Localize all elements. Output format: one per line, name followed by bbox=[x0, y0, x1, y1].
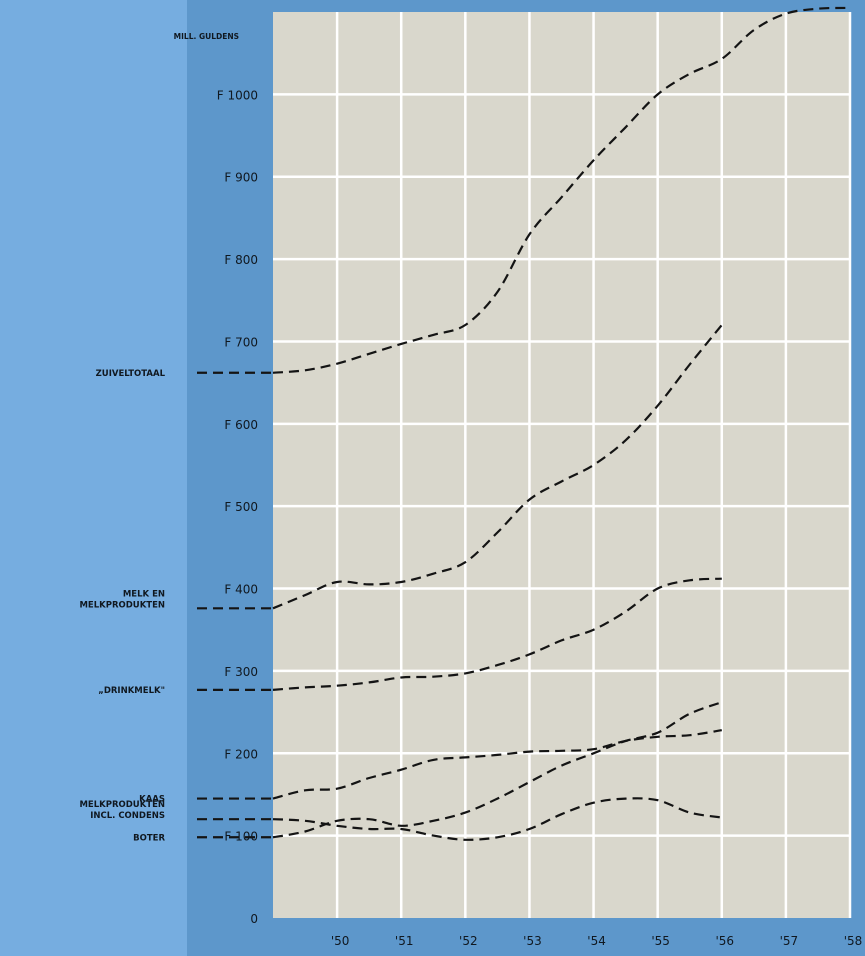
plot-area bbox=[273, 12, 850, 918]
series-line-drinkmelk bbox=[272, 577, 722, 691]
y-tick-label-10: F 1000 bbox=[217, 88, 258, 102]
series-label-line: KAAS bbox=[139, 795, 165, 805]
series-label-line: BOTER bbox=[133, 833, 165, 843]
x-tick-label-8: '58 bbox=[844, 934, 863, 948]
y-tick-label-3: F 300 bbox=[224, 665, 258, 679]
series-label-melkprodukten-incl-condens: MELKPRODUKTEN INCL. CONDENS bbox=[79, 800, 165, 821]
x-tick-label-3: '53 bbox=[523, 934, 542, 948]
series-line-boter bbox=[272, 701, 723, 839]
series-label-line: MELKPRODUKTEN bbox=[79, 600, 165, 610]
series-label-line: MELK EN bbox=[123, 589, 165, 599]
x-tick-label-6: '56 bbox=[715, 934, 734, 948]
series-label-line: „DRINKMELK" bbox=[98, 686, 165, 696]
x-tick-label-0: '50 bbox=[331, 934, 350, 948]
series-label-leaders bbox=[197, 371, 273, 839]
series-line-kaas bbox=[272, 729, 722, 800]
x-tick-label-1: '51 bbox=[395, 934, 414, 948]
series-lines bbox=[272, 6, 851, 841]
y-tick-label-4: F 400 bbox=[224, 583, 258, 597]
y-tick-label-0: 0 bbox=[250, 912, 258, 926]
series-line-zuiveltotaal bbox=[272, 6, 851, 374]
x-tick-label-7: '57 bbox=[780, 934, 799, 948]
series-label-line: ZUIVELTOTAAL bbox=[96, 369, 166, 379]
series-label-line: MELKPRODUKTEN bbox=[79, 800, 165, 810]
series-line-melk-en-melkprodukten bbox=[272, 324, 723, 610]
y-tick-label-6: F 600 bbox=[224, 418, 258, 432]
y-tick-label-5: F 500 bbox=[224, 500, 258, 514]
y-tick-label-8: F 800 bbox=[224, 253, 258, 267]
grid-lines bbox=[273, 12, 852, 918]
y-tick-labels: 0 F 100 F 200 F 300 F 400 F 500 F 600 F 700 F 80… bbox=[217, 88, 258, 926]
series-label-kaas: KAAS bbox=[139, 795, 165, 805]
x-tick-label-5: '55 bbox=[651, 934, 670, 948]
x-tick-label-4: '54 bbox=[587, 934, 606, 948]
series-line-melkprodukten-incl-condens bbox=[272, 797, 722, 841]
y-tick-label-2: F 200 bbox=[224, 747, 258, 761]
x-tick-labels: '50 '51 '52 '53 '54 '55 '56 '57 '58 bbox=[331, 934, 862, 948]
y-tick-label-7: F 700 bbox=[224, 335, 258, 349]
series-label-zuiveltotaal: ZUIVELTOTAAL bbox=[96, 369, 166, 379]
x-tick-label-2: '52 bbox=[459, 934, 478, 948]
series-label-line: INCL. CONDENS bbox=[90, 811, 165, 821]
y-tick-label-9: F 900 bbox=[224, 171, 258, 185]
y-tick-label-1: F 100 bbox=[224, 830, 258, 844]
series-label-boter: BOTER bbox=[133, 833, 165, 843]
y-axis-label: MILL. GULDENS bbox=[174, 32, 239, 41]
series-label-melk-en-melkprodukten: MELK EN MELKPRODUKTEN bbox=[79, 589, 165, 610]
series-label-drinkmelk: „DRINKMELK" bbox=[98, 686, 165, 696]
